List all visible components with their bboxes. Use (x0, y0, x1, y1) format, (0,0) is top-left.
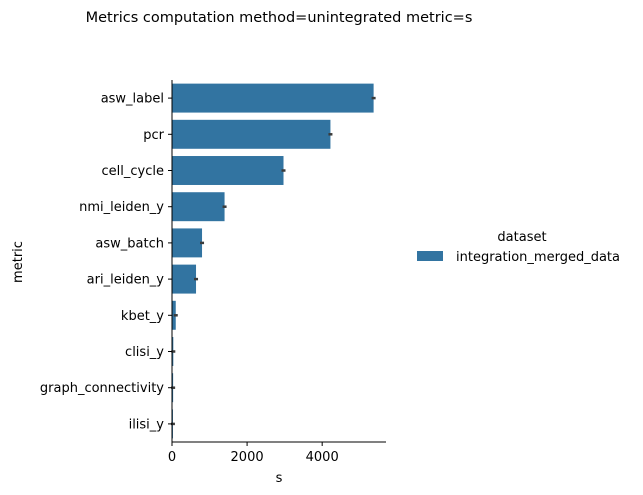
bar-asw_batch (172, 228, 203, 258)
y-tick-label: ari_leiden_y (87, 273, 165, 288)
bars-group (170, 83, 376, 439)
legend-swatch (417, 251, 443, 261)
x-tick-label: 0 (168, 450, 176, 465)
x-ticks-group: 0 2000 4000 (168, 442, 339, 465)
legend: dataset integration_merged_data (417, 230, 620, 265)
y-axis-label: metric (11, 241, 26, 283)
y-tick-label: kbet_y (121, 309, 164, 324)
y-tick-label: pcr (143, 128, 164, 143)
x-tick-label: 2000 (231, 450, 264, 465)
y-tick-label: nmi_leiden_y (79, 200, 164, 215)
y-tick-label: cell_cycle (102, 164, 164, 179)
y-tick-label: graph_connectivity (40, 381, 164, 396)
bar-nmi_leiden_y (172, 192, 225, 222)
x-tick-label: 4000 (306, 450, 339, 465)
chart-title: Metrics computation method=unintegrated … (86, 10, 473, 26)
legend-label: integration_merged_data (456, 250, 620, 265)
bar-pcr (172, 119, 331, 149)
y-tick-label: asw_label (101, 92, 164, 107)
bar-asw_label (172, 83, 374, 113)
bar-ari_leiden_y (172, 264, 197, 294)
y-tick-label: clisi_y (125, 345, 164, 360)
y-tick-label: ilisi_y (129, 417, 165, 432)
legend-title: dataset (497, 230, 546, 245)
y-tick-label: asw_batch (95, 236, 164, 251)
bar-cell_cycle (172, 156, 284, 185)
x-axis-label: s (276, 471, 283, 486)
